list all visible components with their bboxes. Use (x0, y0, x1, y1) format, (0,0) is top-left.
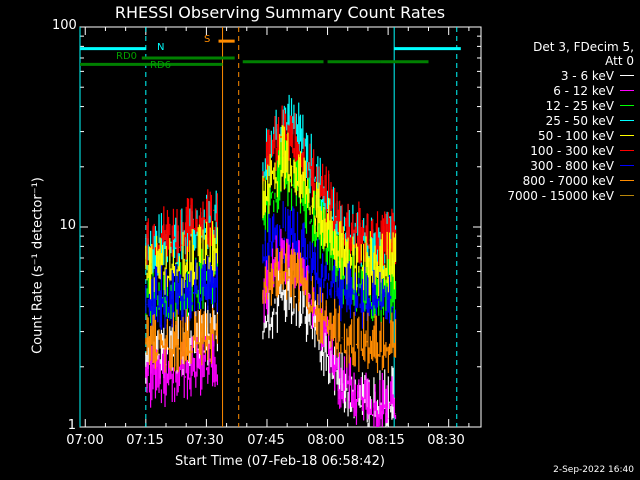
y-axis-label: Count Rate (s⁻¹ detector⁻¹) (30, 177, 46, 354)
chart-title: RHESSI Observing Summary Count Rates (114, 3, 446, 22)
legend-entry-label: 50 - 100 keV (537, 128, 614, 143)
annotation-n: N (157, 42, 165, 53)
legend-entry-label: 3 - 6 keV (560, 68, 614, 83)
legend-entry: 800 - 7000 keV (482, 173, 634, 188)
legend-entry-label: 800 - 7000 keV (522, 173, 614, 188)
legend-entry: 7000 - 15000 keV (482, 188, 634, 203)
legend-swatch (620, 165, 634, 166)
date-stamp: 2-Sep-2022 16:40 (553, 465, 634, 475)
annotation-rd0: RD0 (116, 51, 138, 62)
legend-entry-label: 100 - 300 keV (530, 143, 614, 158)
legend-swatch (620, 150, 634, 151)
legend-entry: 300 - 800 keV (482, 158, 634, 173)
annotation-rd6: RD6 (150, 60, 172, 71)
annotation-s: S (204, 34, 211, 45)
x-tick-label-0700: 07:00 (66, 433, 104, 448)
legend-swatch (620, 105, 634, 106)
legend-entry-label: 25 - 50 keV (545, 113, 614, 128)
x-tick-label-0715: 07:15 (126, 433, 164, 448)
y-tick-label-100: 100 (52, 18, 77, 33)
legend-entry: 100 - 300 keV (482, 143, 634, 158)
legend-header-line-2: Att 0 (605, 54, 634, 68)
legend-swatch (620, 120, 634, 121)
y-tick-label-1: 1 (67, 418, 76, 433)
x-axis-label: Start Time (07-Feb-18 06:58:42) (175, 454, 385, 469)
legend-entry: 12 - 25 keV (482, 98, 634, 113)
legend-entry-label: 12 - 25 keV (545, 98, 614, 113)
y-tick-label-10: 10 (59, 218, 76, 233)
x-tick-label-0800: 08:00 (307, 433, 345, 448)
legend-swatch (620, 195, 634, 196)
legend: Det 3, FDecim 5, Att 0 3 - 6 keV 6 - 12 k… (482, 40, 634, 203)
legend-swatch (620, 75, 634, 76)
legend-header-line-1: Det 3, FDecim 5, (533, 40, 634, 54)
x-tick-label-0815: 08:15 (367, 433, 405, 448)
legend-entry: 50 - 100 keV (482, 128, 634, 143)
legend-entry-label: 7000 - 15000 keV (507, 188, 614, 203)
legend-entry: 6 - 12 keV (482, 83, 634, 98)
axes-frame (79, 26, 482, 428)
legend-entry-label: 6 - 12 keV (553, 83, 614, 98)
legend-swatch (620, 180, 634, 181)
x-tick-label-0830: 08:30 (427, 433, 465, 448)
x-tick-label-0730: 07:30 (186, 433, 224, 448)
legend-entry: 25 - 50 keV (482, 113, 634, 128)
legend-entry-label: 300 - 800 keV (530, 158, 614, 173)
legend-swatch (620, 90, 634, 91)
x-tick-label-0745: 07:45 (247, 433, 285, 448)
legend-entry: 3 - 6 keV (482, 68, 634, 83)
legend-swatch (620, 135, 634, 136)
